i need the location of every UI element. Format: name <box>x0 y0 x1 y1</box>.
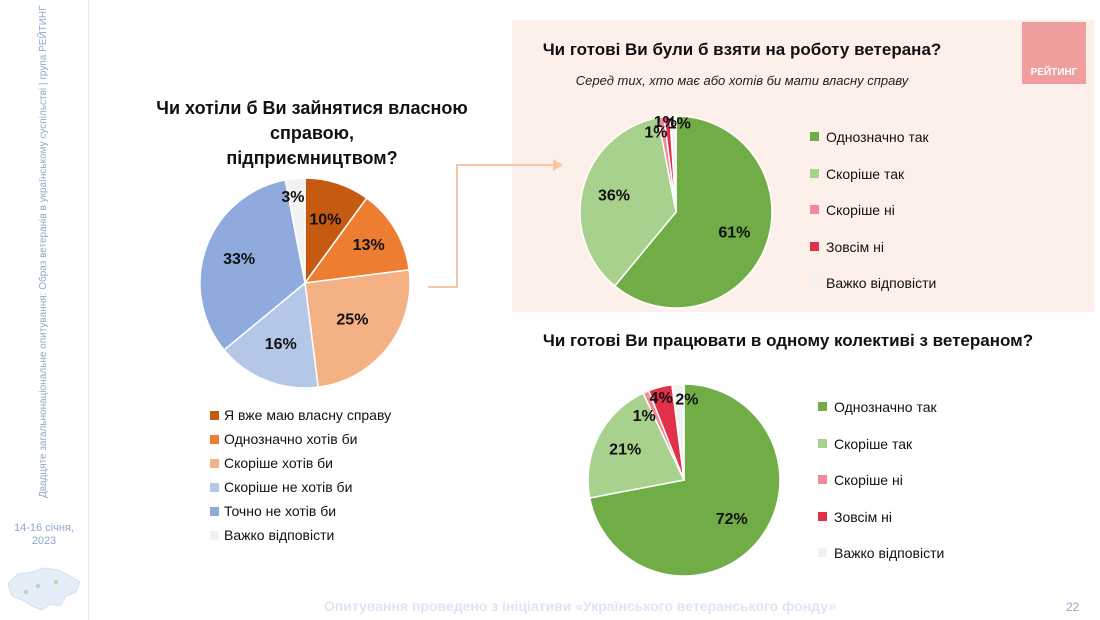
legend-item: Важко відповісти <box>810 274 936 311</box>
legend-swatch <box>818 438 827 448</box>
legend-item: Важко відповісти <box>818 544 944 581</box>
data-label: 1% <box>654 114 677 131</box>
legend-item: Скоріше хотів би <box>210 451 391 475</box>
data-label: 13% <box>353 237 385 254</box>
legend-label: Скоріше ні <box>834 472 903 488</box>
pie-chart-hire-veteran: 61% 36% 1%1%1% <box>579 114 773 309</box>
legend-label: Скоріше так <box>826 165 905 182</box>
legend-label: Важко відповісти <box>224 527 335 543</box>
legend-swatch <box>210 435 219 444</box>
chart2-title: Чи готові Ви були б взяти на роботу вете… <box>542 40 942 59</box>
connector-arrow <box>428 159 563 288</box>
legend-item: Важко відповісти <box>210 523 391 547</box>
data-label: 25% <box>336 311 368 328</box>
data-label: 36% <box>598 188 630 205</box>
page-number: 22 <box>1066 600 1080 614</box>
survey-dates-year: 2023 <box>31 535 57 547</box>
chart1-title: Чи хотіли б Ви зайнятися власною справою… <box>112 96 512 171</box>
legend-label: Однозначно так <box>834 399 937 415</box>
legend-item: Скоріше ні <box>818 471 944 508</box>
chart3-title: Чи готові Ви працювати в одному колектив… <box>542 331 1034 350</box>
legend-label: Точно не хотів би <box>224 503 337 519</box>
legend-swatch <box>210 411 219 420</box>
pie-chart-work-with-veteran: 72% 21% 1%4% 2% <box>587 383 781 577</box>
legend-swatch <box>210 531 219 540</box>
legend-label: Скоріше хотів би <box>224 455 333 471</box>
chart1-title-line2: підприємництвом? <box>226 148 398 168</box>
legend-item: Скоріше так <box>810 165 936 202</box>
data-label: 1% <box>633 408 656 425</box>
legend-item: Однозначно так <box>810 128 936 165</box>
legend-swatch <box>810 168 819 178</box>
legend-label: Скоріше ні <box>826 202 895 218</box>
legend-item: Зовсім ні <box>818 508 944 545</box>
legend-swatch <box>810 278 819 287</box>
pie-slice <box>587 392 686 499</box>
data-label: 1% <box>644 125 667 142</box>
data-label: 2% <box>675 392 698 409</box>
data-label: 16% <box>265 336 297 353</box>
legend-label: Однозначно так <box>826 129 929 145</box>
legend-swatch <box>810 241 819 251</box>
data-label: 33% <box>223 251 255 268</box>
legend-item: Точно не хотів би <box>210 499 391 523</box>
sidebar-survey-title: Двадцяте загальнонаціональне опитування:… <box>38 5 49 498</box>
legend-item: Скоріше ні <box>810 201 936 238</box>
data-label: 4% <box>650 390 673 407</box>
pie-slice <box>303 197 411 284</box>
chart2-subtitle: Серед тих, хто має або хотів би мати вла… <box>575 73 909 88</box>
chart1-title-line1: Чи хотіли б Ви зайнятися власною справою… <box>156 98 468 143</box>
pie-chart-business: 10% 13% 25% 16% 33% 3% <box>199 177 411 389</box>
ukraine-map-icon <box>7 567 81 611</box>
pie-slice <box>588 383 781 577</box>
pie-slice <box>671 383 685 481</box>
data-label: 10% <box>309 212 341 229</box>
legend-item: Однозначно так <box>818 398 944 435</box>
legend-label: Однозначно хотів би <box>224 431 358 447</box>
chart2-legend: Однозначно так Скоріше так Скоріше ні Зовсі… <box>810 128 936 311</box>
data-label: 21% <box>609 442 641 459</box>
legend-swatch <box>210 507 219 516</box>
legend-swatch <box>210 483 219 492</box>
pie-slice <box>284 177 306 284</box>
data-label: 61% <box>718 225 750 242</box>
chart3-legend: Однозначно так Скоріше так Скоріше ні Зовсі… <box>818 398 944 581</box>
data-label: 1% <box>668 116 691 133</box>
legend-label: Зовсім ні <box>834 508 892 525</box>
legend-item: Я вже маю власну справу <box>210 403 391 427</box>
legend-item: Зовсім ні <box>810 238 936 275</box>
pie-slice <box>223 281 319 389</box>
data-label: 72% <box>716 511 748 528</box>
pie-slice <box>199 178 306 351</box>
legend-swatch <box>818 475 827 484</box>
legend-swatch <box>810 205 819 214</box>
chart1-legend: Я вже маю власну справу Однозначно хотів … <box>210 403 391 547</box>
footer-note: Опитування проведено з ініціативи «Украї… <box>323 598 837 614</box>
legend-label: Зовсім ні <box>826 238 884 255</box>
rating-logo: РЕЙТИНГ <box>1022 22 1086 84</box>
legend-label: Я вже маю власну справу <box>224 407 392 423</box>
sidebar: Двадцяте загальнонаціональне опитування:… <box>0 0 89 620</box>
legend-label: Скоріше так <box>834 435 913 452</box>
pie-slice <box>613 115 773 309</box>
survey-dates-days: 14-16 січня, <box>14 522 74 534</box>
data-label: 3% <box>281 189 304 206</box>
legend-swatch <box>210 459 219 468</box>
legend-item: Скоріше так <box>818 435 944 472</box>
legend-swatch <box>818 548 827 557</box>
pie-slice <box>304 269 411 389</box>
legend-label: Скоріше не хотів би <box>224 479 353 495</box>
legend-swatch <box>818 511 827 521</box>
legend-swatch <box>818 402 827 411</box>
legend-swatch <box>810 132 819 141</box>
pie-slice <box>579 116 677 288</box>
legend-item: Скоріше не хотів би <box>210 475 391 499</box>
legend-label: Важко відповісти <box>834 545 945 561</box>
legend-item: Однозначно хотів би <box>210 427 391 451</box>
pie-slice <box>669 115 677 213</box>
survey-dates: 14-16 січня, 2023 <box>0 522 88 548</box>
legend-label: Важко відповісти <box>826 275 937 291</box>
